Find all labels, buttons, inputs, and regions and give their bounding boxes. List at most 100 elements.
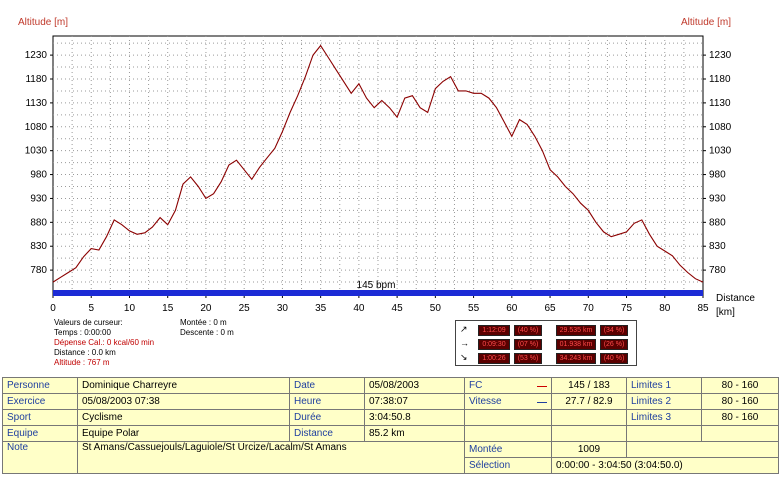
cursor-distance: Distance : 0.0 km <box>54 348 116 357</box>
y-tick-label-left: 1180 <box>25 74 47 85</box>
table-row: Sport Cyclisme Durée 3:04:50.8 Limites 3… <box>2 409 779 426</box>
zone-cell: (07 %) <box>514 339 542 350</box>
cursor-time: Temps : 0:00:00 <box>54 328 111 337</box>
limits2-value: 80 - 160 <box>701 393 779 410</box>
zone-cell: 1:12:09 <box>478 325 510 336</box>
speed-legend-line-icon <box>537 402 547 403</box>
x-tick-label: 65 <box>544 303 556 314</box>
x-tick-label: 75 <box>621 303 633 314</box>
y-tick-label-right: 880 <box>709 217 726 228</box>
zone-cell: 29.535 km <box>556 325 596 336</box>
empty-cell <box>626 441 779 458</box>
x-tick-label: 40 <box>353 303 365 314</box>
y-tick-label-right: 1130 <box>709 98 731 109</box>
speed-label: Vitesse <box>464 393 552 410</box>
heart-rate-band-label: 145 bpm <box>357 280 396 291</box>
limits2-label: Limites 2 <box>626 393 702 410</box>
x-tick-label: 35 <box>315 303 327 314</box>
empty-cell <box>464 425 552 442</box>
y-tick-label-right: 980 <box>709 170 726 181</box>
limits3-label: Limites 3 <box>626 409 702 426</box>
note-value: St Amans/Cassuejouls/Laguiole/St Urcize/… <box>77 441 465 474</box>
hr-label: FC <box>464 377 552 394</box>
ascent-label: Montée <box>464 441 552 458</box>
duration-label: Durée <box>289 409 365 426</box>
table-row: Exercice 05/08/2003 07:38 Heure 07:38:07… <box>2 393 779 410</box>
duration-value: 3:04:50.8 <box>364 409 465 426</box>
zone-cell: (26 %) <box>600 339 628 350</box>
x-tick-label: 50 <box>430 303 442 314</box>
zone-row-flat: → 0:09:30 (07 %) 01.938 km (26 %) <box>456 337 634 350</box>
zone-row-down: ↘ 1:00:26 (53 %) 34.243 km (40 %) <box>456 351 634 364</box>
selection-value: 0:00:00 - 3:04:50 (3:04:50.0) <box>551 457 779 474</box>
y-tick-label-left: 1230 <box>25 50 48 61</box>
x-tick-label: 45 <box>392 303 404 314</box>
zone-cell: (40 %) <box>514 325 542 336</box>
selection-label: Sélection <box>464 457 552 474</box>
x-tick-label: 60 <box>506 303 518 314</box>
x-tick-label: 85 <box>697 303 709 314</box>
zone-cell: 01.938 km <box>556 339 596 350</box>
zone-cell: (53 %) <box>514 353 542 364</box>
cursor-descent: Descente : 0 m <box>180 328 234 337</box>
time-label: Heure <box>289 393 365 410</box>
hr-legend-line-icon <box>537 386 547 387</box>
hr-label-text: FC <box>469 380 483 391</box>
cursor-ascent: Montée : 0 m <box>180 318 227 327</box>
note-label: Note <box>2 441 78 474</box>
date-value: 05/08/2003 <box>364 377 465 394</box>
empty-cell <box>464 409 552 426</box>
team-label: Equipe <box>2 425 78 442</box>
exercise-info-table: Personne Dominique Charreyre Date 05/08/… <box>2 377 779 474</box>
person-label: Personne <box>2 377 78 394</box>
x-axis-unit: [km] <box>716 307 735 318</box>
x-tick-label: 80 <box>659 303 671 314</box>
y-tick-label-left: 980 <box>30 170 47 181</box>
y-tick-label-left: 780 <box>30 265 47 276</box>
x-tick-label: 25 <box>239 303 251 314</box>
sport-value: Cyclisme <box>77 409 290 426</box>
zone-cell: 34.243 km <box>556 353 596 364</box>
empty-cell <box>551 425 627 442</box>
zone-cell: 1:00:26 <box>478 353 510 364</box>
team-value: Equipe Polar <box>77 425 290 442</box>
limits3-value: 80 - 160 <box>701 409 779 426</box>
cursor-climb-panel: Montée : 0 m Descente : 0 m <box>180 318 234 338</box>
up-arrow-icon: ↗ <box>460 324 468 334</box>
right-arrow-icon: → <box>460 338 469 348</box>
y-axis-label-left: Altitude [m] <box>18 17 69 28</box>
empty-cell <box>701 425 779 442</box>
x-tick-label: 10 <box>124 303 136 314</box>
limits1-label: Limites 1 <box>626 377 702 394</box>
y-tick-label-left: 880 <box>30 217 47 228</box>
x-tick-label: 55 <box>468 303 480 314</box>
x-axis-label: Distance <box>716 293 755 304</box>
y-tick-label-right: 780 <box>709 265 726 276</box>
y-tick-label-right: 1030 <box>709 146 732 157</box>
limits1-value: 80 - 160 <box>701 377 779 394</box>
down-arrow-icon: ↘ <box>460 352 468 362</box>
empty-cell <box>551 409 627 426</box>
distance-value: 85.2 km <box>364 425 465 442</box>
y-tick-label-left: 1030 <box>25 146 48 157</box>
sport-label: Sport <box>2 409 78 426</box>
zone-cell: (40 %) <box>600 353 628 364</box>
y-tick-label-right: 1230 <box>709 50 732 61</box>
cursor-values-panel: Valeurs de curseur: Temps : 0:00:00 Dépe… <box>54 318 154 368</box>
slope-zones-panel: ↗ 1:12:09 (40 %) 29.535 km (34 %) → 0:09… <box>455 320 637 366</box>
y-axis-label-right: Altitude [m] <box>681 17 732 28</box>
time-value: 07:38:07 <box>364 393 465 410</box>
x-tick-label: 70 <box>583 303 595 314</box>
table-row: Equipe Equipe Polar Distance 85.2 km <box>2 425 779 442</box>
cursor-altitude: Altitude : 767 m <box>54 358 110 367</box>
exercise-value: 05/08/2003 07:38 <box>77 393 290 410</box>
y-tick-label-right: 1180 <box>709 74 731 85</box>
zone-cell: (34 %) <box>600 325 628 336</box>
y-tick-label-left: 930 <box>30 193 47 204</box>
heart-rate-band <box>53 290 703 296</box>
x-tick-label: 15 <box>162 303 174 314</box>
ascent-value: 1009 <box>551 441 627 458</box>
y-tick-label-left: 1130 <box>25 98 47 109</box>
altitude-series-line <box>52 44 704 283</box>
